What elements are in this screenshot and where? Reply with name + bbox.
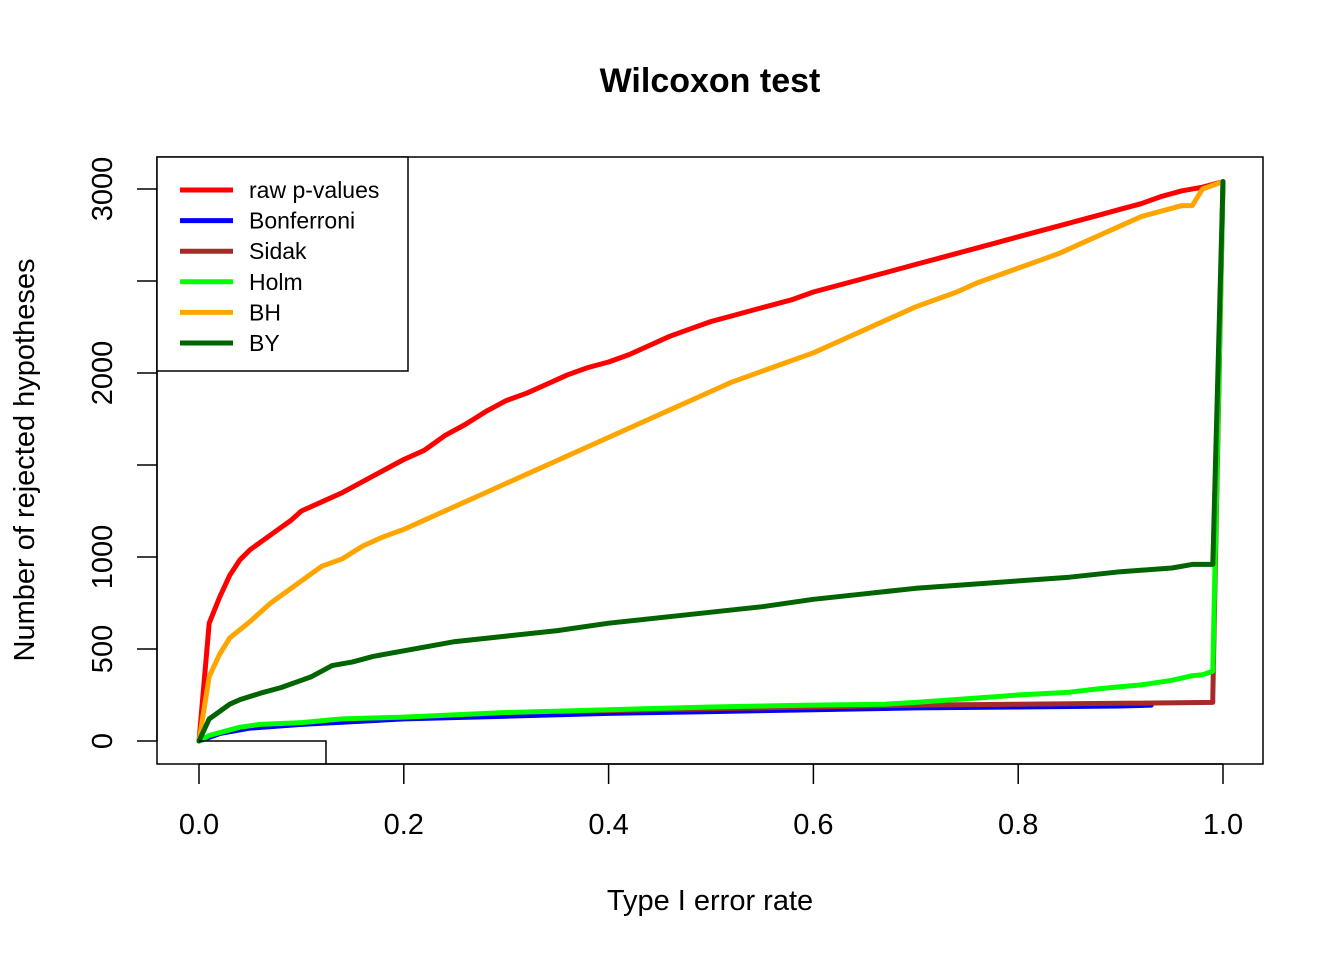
x-axis-label: Type I error rate <box>607 885 813 917</box>
legend-label: Holm <box>249 269 303 295</box>
legend-label: Sidak <box>249 238 307 264</box>
legend-label: Bonferroni <box>249 208 355 234</box>
y-tick-label: 1000 <box>87 525 119 590</box>
legend-label: BY <box>249 330 280 356</box>
legend-label: BH <box>249 299 281 325</box>
series-line-by <box>196 179 1226 744</box>
x-tick-label: 0.6 <box>793 809 833 841</box>
y-tick-label: 500 <box>87 625 119 673</box>
y-axis: 0 500 1000 2000 3000 <box>87 157 158 749</box>
series-line-bh <box>196 179 1226 744</box>
legend-label: raw p-values <box>249 177 379 203</box>
series-line-raw-p-values <box>196 179 1226 744</box>
series-line-holm <box>196 179 1226 744</box>
baseline-step <box>199 740 327 764</box>
y-tick-label: 3000 <box>87 157 119 222</box>
series-layer <box>196 179 1226 764</box>
x-tick-label: 0.0 <box>179 809 219 841</box>
legend: raw p-values Bonferroni Sidak Holm BH BY <box>156 156 409 372</box>
x-tick-label: 0.2 <box>384 809 424 841</box>
x-axis: 0.0 0.2 0.4 0.6 0.8 1.0 <box>179 763 1243 841</box>
chart-title: Wilcoxon test <box>600 62 821 100</box>
x-tick-label: 0.8 <box>998 809 1038 841</box>
y-tick-label: 0 <box>87 733 119 749</box>
y-axis-label: Number of rejected hypotheses <box>9 259 41 662</box>
legend-box <box>156 156 409 372</box>
x-tick-label: 0.4 <box>588 809 628 841</box>
y-tick-label: 2000 <box>87 341 119 406</box>
x-tick-label: 1.0 <box>1203 809 1243 841</box>
series-line-sidak <box>554 179 1226 715</box>
